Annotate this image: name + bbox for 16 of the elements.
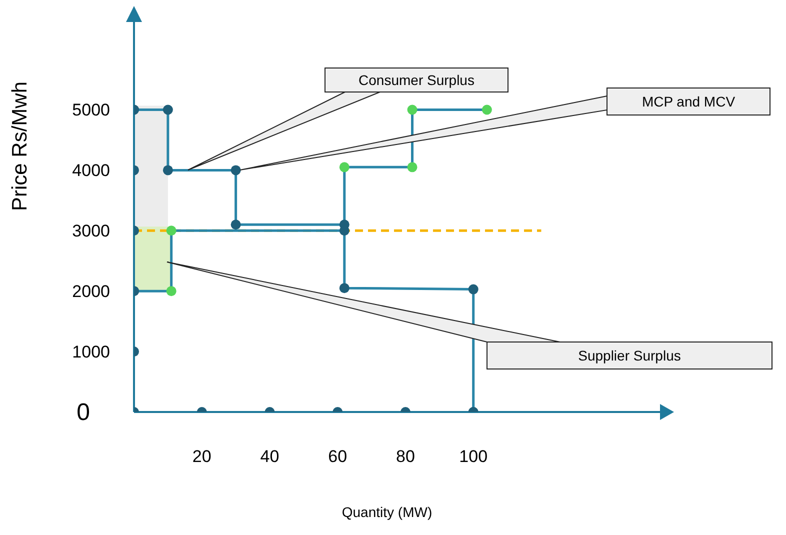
- y-axis-title: Price Rs/Mwh: [8, 81, 32, 211]
- y-tick-label: 4000: [72, 161, 110, 180]
- annotation: Supplier Surplus: [578, 348, 681, 364]
- x-tick-label: 40: [260, 447, 280, 466]
- annotation: Consumer Surplus: [358, 72, 474, 88]
- annotation: MCP and MCV: [642, 94, 736, 110]
- x-tick-label: 60: [328, 447, 348, 466]
- x-axis-title: Quantity (MW): [342, 504, 432, 520]
- x-tick-label: 80: [396, 447, 415, 466]
- x-tick-label: 20: [192, 447, 212, 466]
- x-tick-label: 100: [459, 447, 488, 466]
- y-tick-label: 1000: [72, 342, 110, 362]
- y-tick-label: 2000: [72, 282, 110, 302]
- y-tick-label: 3000: [72, 222, 110, 241]
- y-tick-label: 5000: [72, 100, 110, 120]
- y-tick-label: 0: [76, 399, 90, 426]
